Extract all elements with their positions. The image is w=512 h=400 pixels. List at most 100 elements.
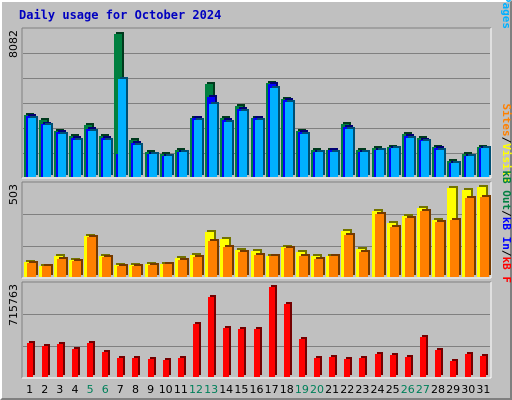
bar-kb-f-day-17: [269, 285, 277, 377]
bar-pages-day-20-face: [315, 152, 323, 177]
bar-sites-day-30: [465, 196, 476, 277]
day-label-19: 19: [295, 383, 309, 396]
bar-kb-f-day-11: [178, 356, 186, 377]
bar-kb-f-day-1-face: [27, 343, 33, 377]
series-sites: [27, 195, 491, 277]
bar-pages-day-6: [103, 138, 113, 177]
bar-kb-f-day-20: [314, 356, 322, 377]
bar-sites-day-8: [132, 264, 143, 277]
bar-sites-day-8-face: [132, 266, 141, 277]
bar-sites-day-24: [375, 212, 386, 277]
bar-kb-f-day-19: [299, 337, 307, 377]
bar-kb-f-day-1: [27, 341, 35, 377]
bar-kb-f-day-30-face: [465, 354, 471, 377]
bar-sites-day-20-face: [314, 259, 323, 277]
bar-kb-f-day-2-face: [42, 346, 48, 377]
bar-sites-day-28-face: [435, 222, 444, 277]
day-labels: 1 2 3 4 5 6 7 8 9 10 11 12 13 14 15 16 17 18 19 20 21 22 23 24 2…: [26, 383, 490, 396]
legend-entry: kB F: [500, 257, 512, 284]
bar-pages-day-27: [421, 139, 431, 177]
day-label-26: 26: [401, 383, 415, 396]
bar-kb-f-day-21: [329, 355, 337, 377]
legend-entry: Sites: [500, 104, 512, 137]
bar-sites-day-22: [344, 233, 355, 277]
bar-sites-day-26: [405, 216, 416, 277]
bar-pages-day-26-face: [406, 138, 414, 177]
bar-pages-day-9-face: [149, 154, 157, 177]
bar-kb-f-day-19-face: [299, 339, 305, 377]
bar-kb-f-day-13: [208, 295, 216, 377]
bar-pages-day-10: [164, 154, 174, 177]
bar-pages-day-28: [436, 148, 446, 177]
bar-pages-day-21-face: [330, 152, 338, 177]
bar-kb-f-day-12-face: [193, 324, 199, 377]
bar-pages-day-30: [466, 154, 476, 177]
bar-kb-f-day-7-face: [117, 358, 123, 377]
bar-pages-day-13-face: [209, 104, 217, 177]
bar-sites-day-23: [359, 250, 370, 277]
bar-pages-day-5-face: [88, 131, 96, 177]
bar-pages-day-19: [300, 132, 310, 177]
bar-sites-day-23-face: [359, 252, 368, 277]
bar-sites-day-18-face: [284, 248, 293, 277]
y-axis-max-label: 715763: [7, 284, 20, 326]
bar-pages-day-17: [270, 86, 280, 177]
bar-pages-day-6-face: [103, 140, 111, 177]
day-label-1: 1: [26, 383, 33, 396]
bar-kb-f-day-8-face: [132, 358, 138, 377]
bar-kb-f-day-20-face: [314, 358, 320, 377]
day-label-11: 11: [174, 383, 188, 396]
day-label-28: 28: [431, 383, 445, 396]
bar-pages-day-28-face: [436, 150, 444, 177]
bar-pages-day-25: [391, 146, 401, 177]
bar-sites-day-2-face: [42, 266, 51, 277]
legend-entry: /: [500, 137, 512, 144]
series-pages: [28, 77, 491, 177]
bar-kb-f-day-24: [375, 352, 383, 377]
day-label-4: 4: [72, 383, 79, 396]
bar-pages-day-10-face: [164, 156, 172, 177]
bar-pages-day-30-face: [466, 156, 474, 177]
legend-entry: Visits: [500, 143, 512, 183]
bar-sites-day-21: [329, 254, 340, 277]
day-label-10: 10: [159, 383, 173, 396]
bar-kb-f-day-25: [390, 353, 398, 377]
bar-kb-f-day-23: [359, 356, 367, 377]
bar-sites-day-19: [299, 254, 310, 277]
bar-sites-day-21-face: [329, 256, 338, 277]
bar-kb-f-day-18-face: [284, 304, 290, 377]
bar-kb-f-day-8: [132, 356, 140, 377]
bar-pages-day-26: [406, 136, 416, 177]
chart-title: Daily usage for October 2024: [19, 8, 221, 22]
bar-kb-f-day-11-face: [178, 358, 184, 377]
bar-kb-f-day-26: [405, 355, 413, 377]
day-label-27: 27: [416, 383, 430, 396]
bar-sites-day-31-face: [480, 197, 489, 277]
bar-pages-day-24: [376, 148, 386, 177]
bar-pages-day-15: [239, 109, 249, 177]
y-axis-max-label: 8082: [7, 30, 20, 58]
bar-kb-f-day-25-face: [390, 355, 396, 377]
bar-sites-day-5-face: [87, 237, 96, 277]
bar-kb-f-day-27: [420, 335, 428, 377]
day-label-9: 9: [147, 383, 154, 396]
bar-sites-day-3: [57, 257, 68, 277]
bar-sites-day-26-face: [405, 218, 414, 277]
bar-sites-day-29-face: [450, 220, 459, 277]
bar-kb-f-day-29: [450, 359, 458, 377]
bar-pages-day-18-face: [285, 102, 293, 177]
bar-kb-f-day-2: [42, 344, 50, 377]
bar-sites-day-17-face: [269, 256, 278, 277]
bar-sites-day-12-face: [193, 257, 202, 277]
bar-sites-day-25-face: [390, 227, 399, 277]
day-label-6: 6: [102, 383, 109, 396]
bar-pages-day-25-face: [391, 148, 399, 177]
bar-kb-f-day-23-face: [359, 358, 365, 377]
bar-kb-f-day-4-face: [72, 349, 78, 377]
bar-pages-day-11-face: [179, 152, 187, 177]
bar-kb-f-day-24-face: [375, 354, 381, 377]
day-label-17: 17: [265, 383, 279, 396]
